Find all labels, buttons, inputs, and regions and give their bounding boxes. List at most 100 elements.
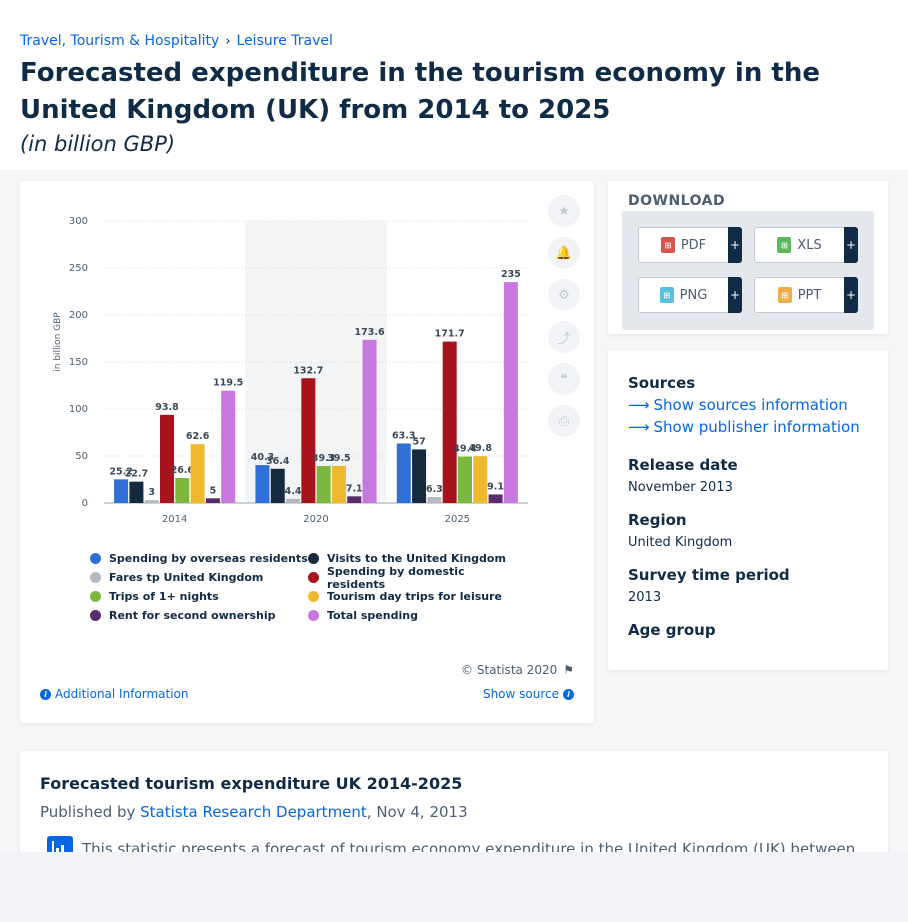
additional-information-link[interactable]: i Additional Information xyxy=(40,687,189,701)
xls-file-icon: ⊞ xyxy=(777,237,792,253)
data-label: 39.5 xyxy=(327,453,350,464)
legend-item[interactable]: Rent for second ownership xyxy=(90,609,308,622)
y-axis-label: in billion GBP xyxy=(53,312,63,372)
legend-item[interactable]: Visits to the United Kingdom xyxy=(308,552,508,565)
bar xyxy=(412,449,427,503)
header-area xyxy=(0,0,908,170)
arrow-right-icon: ⟶ xyxy=(628,396,650,414)
bar xyxy=(221,390,236,503)
y-tick-label: 250 xyxy=(69,263,88,274)
legend-row: Rent for second ownership Total spending xyxy=(90,606,530,625)
x-tick-label: 2020 xyxy=(303,514,328,525)
breadcrumb-link-travel[interactable]: Travel, Tourism & Hospitality xyxy=(20,33,220,49)
legend-dot-icon xyxy=(90,591,101,602)
xls-plus-button[interactable]: + xyxy=(844,227,858,263)
legend-item[interactable]: Fares tp United Kingdom xyxy=(90,571,308,584)
quote-icon[interactable]: ❝ xyxy=(548,363,580,395)
release-date-value: November 2013 xyxy=(628,480,733,495)
bar xyxy=(175,477,190,503)
chart-toolbar: ★ 🔔 ⚙ ⤴ ❝ ⎙ xyxy=(548,195,580,447)
download-heading: DOWNLOAD xyxy=(628,193,726,209)
age-group-label: Age group xyxy=(628,621,716,639)
print-icon[interactable]: ⎙ xyxy=(548,405,580,437)
published-by: Published by Statista Research Departmen… xyxy=(40,803,468,821)
bar xyxy=(301,378,316,503)
legend-dot-icon xyxy=(90,553,101,564)
legend-label: Tourism day trips for leisure xyxy=(327,590,502,603)
ppt-plus-button[interactable]: + xyxy=(844,277,858,313)
x-tick-label: 2014 xyxy=(162,514,187,525)
legend-item[interactable]: Spending by overseas residents xyxy=(90,552,308,565)
flag-icon[interactable]: ⚑ xyxy=(563,663,574,677)
show-publisher-label: Show publisher information xyxy=(653,418,860,436)
data-label: 6.3 xyxy=(426,484,443,495)
copyright: © Statista 2020 ⚑ xyxy=(461,663,574,677)
statistic-info-card: Sources ⟶ Show sources information ⟶ Sho… xyxy=(608,350,888,670)
legend-dot-icon xyxy=(90,572,101,583)
share-icon[interactable]: ⤴ xyxy=(548,321,580,353)
bar xyxy=(270,468,285,503)
bar-chart: 0 50 100 150 200 250 300 in billion GBP 25.222.7… xyxy=(53,216,528,525)
data-label: 49.4 xyxy=(453,444,477,455)
age-group-block: Age group xyxy=(628,621,716,639)
bar xyxy=(144,500,159,503)
download-png-button[interactable]: ⊞ PNG + xyxy=(638,277,742,313)
data-label: 93.8 xyxy=(155,402,179,413)
legend-dot-icon xyxy=(308,591,319,602)
breadcrumb-separator: › xyxy=(225,33,231,49)
xls-label: XLS xyxy=(797,237,822,253)
show-source-link[interactable]: Show source i xyxy=(483,687,574,701)
show-sources-link[interactable]: ⟶ Show sources information xyxy=(628,396,860,414)
data-label: 39.3 xyxy=(312,453,335,464)
bar xyxy=(316,466,331,503)
legend-item[interactable]: Total spending xyxy=(308,609,508,622)
gear-icon[interactable]: ⚙ xyxy=(548,279,580,311)
data-label: 62.6 xyxy=(186,431,210,442)
download-xls-button[interactable]: ⊞ XLS + xyxy=(754,227,858,263)
data-label: 36.4 xyxy=(266,456,290,467)
data-label: 57 xyxy=(412,436,425,447)
y-tick-label: 300 xyxy=(69,216,88,227)
arrow-right-icon: ⟶ xyxy=(628,418,650,436)
bar xyxy=(442,341,457,503)
download-ppt-button[interactable]: ⊞ PPT + xyxy=(754,277,858,313)
legend-dot-icon xyxy=(90,610,101,621)
pdf-plus-button[interactable]: + xyxy=(728,227,742,263)
bar xyxy=(347,496,362,503)
png-plus-button[interactable]: + xyxy=(728,277,742,313)
bottom-overlay-bar xyxy=(0,852,908,922)
breadcrumb-link-leisure[interactable]: Leisure Travel xyxy=(236,33,333,49)
bar xyxy=(457,456,472,503)
release-date-label: Release date xyxy=(628,456,738,474)
ppt-label: PPT xyxy=(797,287,822,303)
png-file-icon: ⊞ xyxy=(659,287,674,303)
bar xyxy=(205,498,220,503)
data-label: 7.1 xyxy=(346,483,363,494)
y-tick-label: 0 xyxy=(82,498,88,509)
release-date-block: Release date November 2013 xyxy=(628,456,738,495)
bar xyxy=(160,414,175,503)
publisher-link[interactable]: Statista Research Department xyxy=(140,803,367,821)
show-publisher-link[interactable]: ⟶ Show publisher information xyxy=(628,418,860,436)
bar xyxy=(190,444,205,503)
legend-item[interactable]: Trips of 1+ nights xyxy=(90,590,308,603)
legend-item[interactable]: Spending by domestic residents xyxy=(308,565,508,591)
bell-icon[interactable]: 🔔 xyxy=(548,237,580,269)
chart-legend: Spending by overseas residents Visits to … xyxy=(90,549,530,625)
y-tick-label: 50 xyxy=(75,451,88,462)
legend-label: Rent for second ownership xyxy=(109,609,276,622)
legend-dot-icon xyxy=(308,572,319,583)
breadcrumb: Travel, Tourism & Hospitality › Leisure … xyxy=(20,33,333,49)
bar xyxy=(488,494,503,503)
star-icon[interactable]: ★ xyxy=(548,195,580,227)
x-tick-label: 2025 xyxy=(445,514,470,525)
legend-item[interactable]: Tourism day trips for leisure xyxy=(308,590,508,603)
download-pdf-button[interactable]: ⊞ PDF + xyxy=(638,227,742,263)
legend-label: Trips of 1+ nights xyxy=(109,590,219,603)
data-label: 22.7 xyxy=(125,469,148,480)
download-card: DOWNLOAD ⊞ PDF + ⊞ XLS + ⊞ PNG + ⊞ PPT + xyxy=(608,181,888,334)
data-label: 63.3 xyxy=(392,430,415,441)
show-source-label: Show source xyxy=(482,687,559,701)
published-prefix: Published by xyxy=(40,803,141,821)
data-label: 173.6 xyxy=(355,327,385,338)
